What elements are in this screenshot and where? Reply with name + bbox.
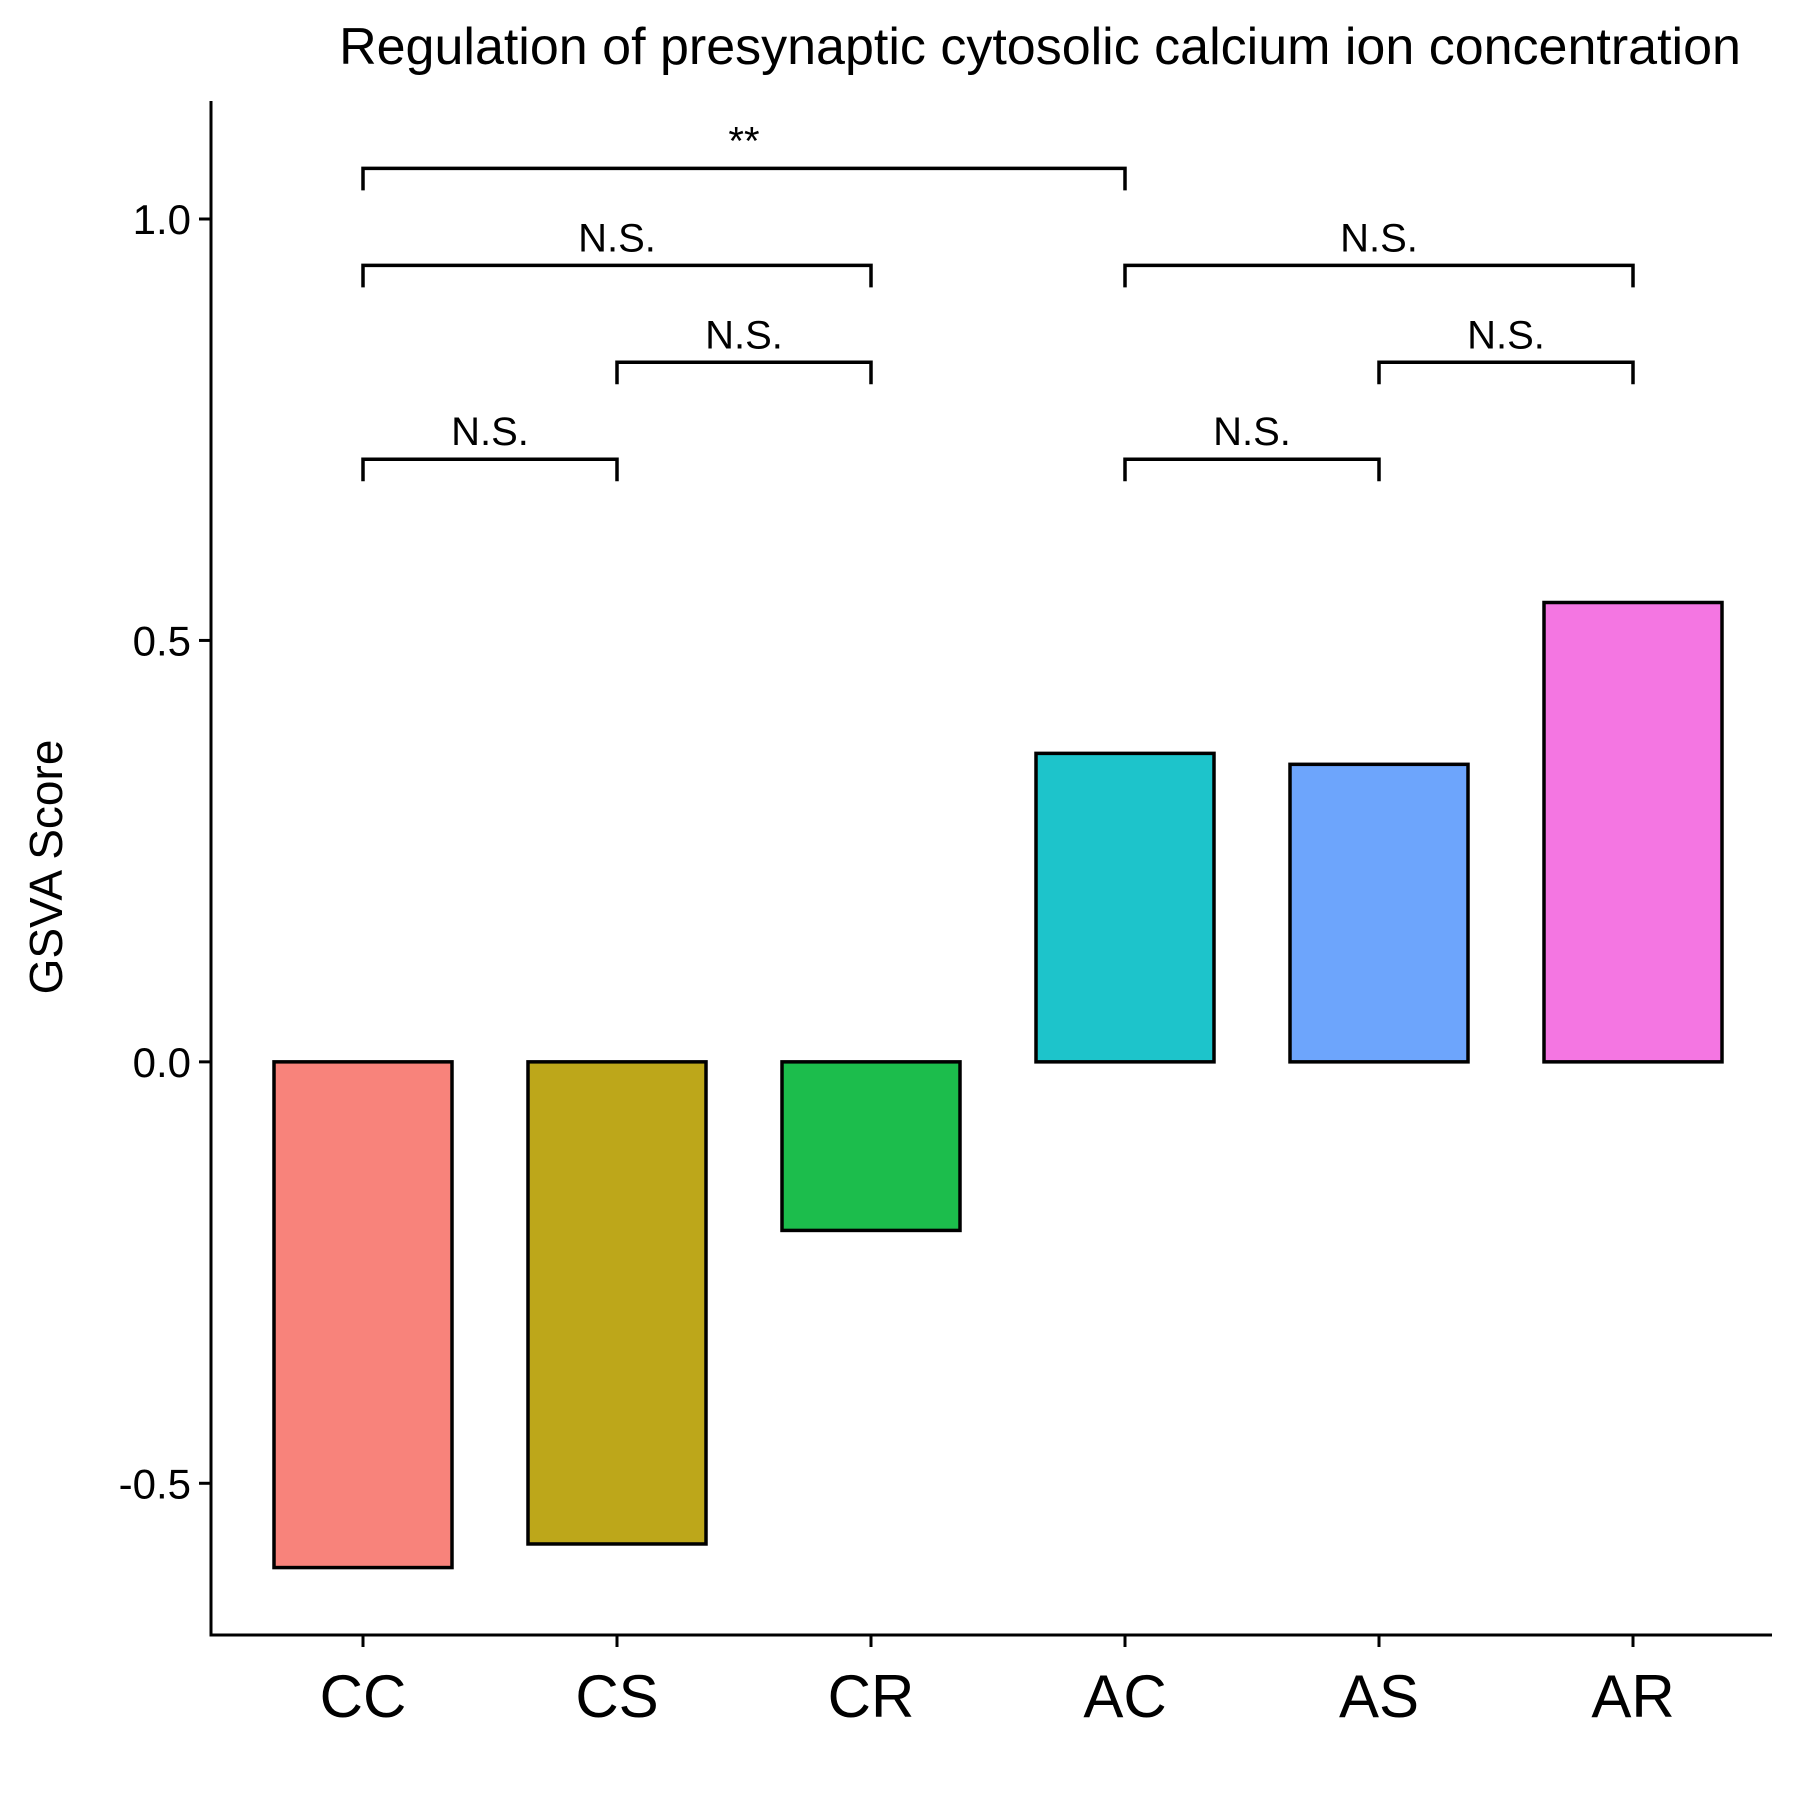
- bar-cs: [526, 1060, 708, 1546]
- significance-bracket: [1123, 457, 1381, 482]
- x-tick-label: AC: [1083, 1663, 1166, 1730]
- significance-label: N.S.: [578, 216, 656, 260]
- significance-label: N.S.: [1467, 313, 1545, 357]
- significance-label: N.S.: [451, 410, 529, 454]
- significance-bracket: [361, 166, 1127, 191]
- x-tick-label: AR: [1591, 1663, 1674, 1730]
- bars-layer: [272, 600, 1724, 1570]
- x-tick-label: CS: [575, 1663, 658, 1730]
- significance-bracket: [361, 457, 619, 482]
- x-tick-label: AS: [1339, 1663, 1419, 1730]
- significance-bracket: [1377, 360, 1635, 385]
- y-tick-label: 0.0: [133, 1039, 191, 1086]
- significance-bracket: [361, 263, 873, 288]
- y-tick-label: 0.5: [133, 617, 191, 664]
- bar-cr: [780, 1060, 962, 1233]
- y-tick-label: -0.5: [119, 1460, 191, 1507]
- bar-ar: [1542, 600, 1724, 1064]
- bar-ac: [1034, 751, 1216, 1064]
- y-axis-label: GSVA Score: [20, 740, 72, 995]
- significance-label: N.S.: [705, 313, 783, 357]
- y-tick-label: 1.0: [133, 196, 191, 243]
- x-tick-label: CR: [828, 1663, 915, 1730]
- chart-title: Regulation of presynaptic cytosolic calc…: [339, 18, 1741, 76]
- significance-bracket: [1123, 263, 1635, 288]
- significance-bracket: [615, 360, 873, 385]
- significance-label: N.S.: [1213, 410, 1291, 454]
- bar-as: [1288, 762, 1470, 1064]
- bar-cc: [272, 1060, 454, 1570]
- x-tick-label: CC: [320, 1663, 407, 1730]
- significance-label: N.S.: [1340, 216, 1418, 260]
- significance-label: **: [728, 119, 759, 163]
- significance-brackets: ** N.S. N.S. N.S. N.S. N.S. N.S.: [361, 119, 1635, 482]
- ticks-layer: -0.5 0.0 0.5 1.0 CC CS CR AC AS AR: [119, 196, 1675, 1730]
